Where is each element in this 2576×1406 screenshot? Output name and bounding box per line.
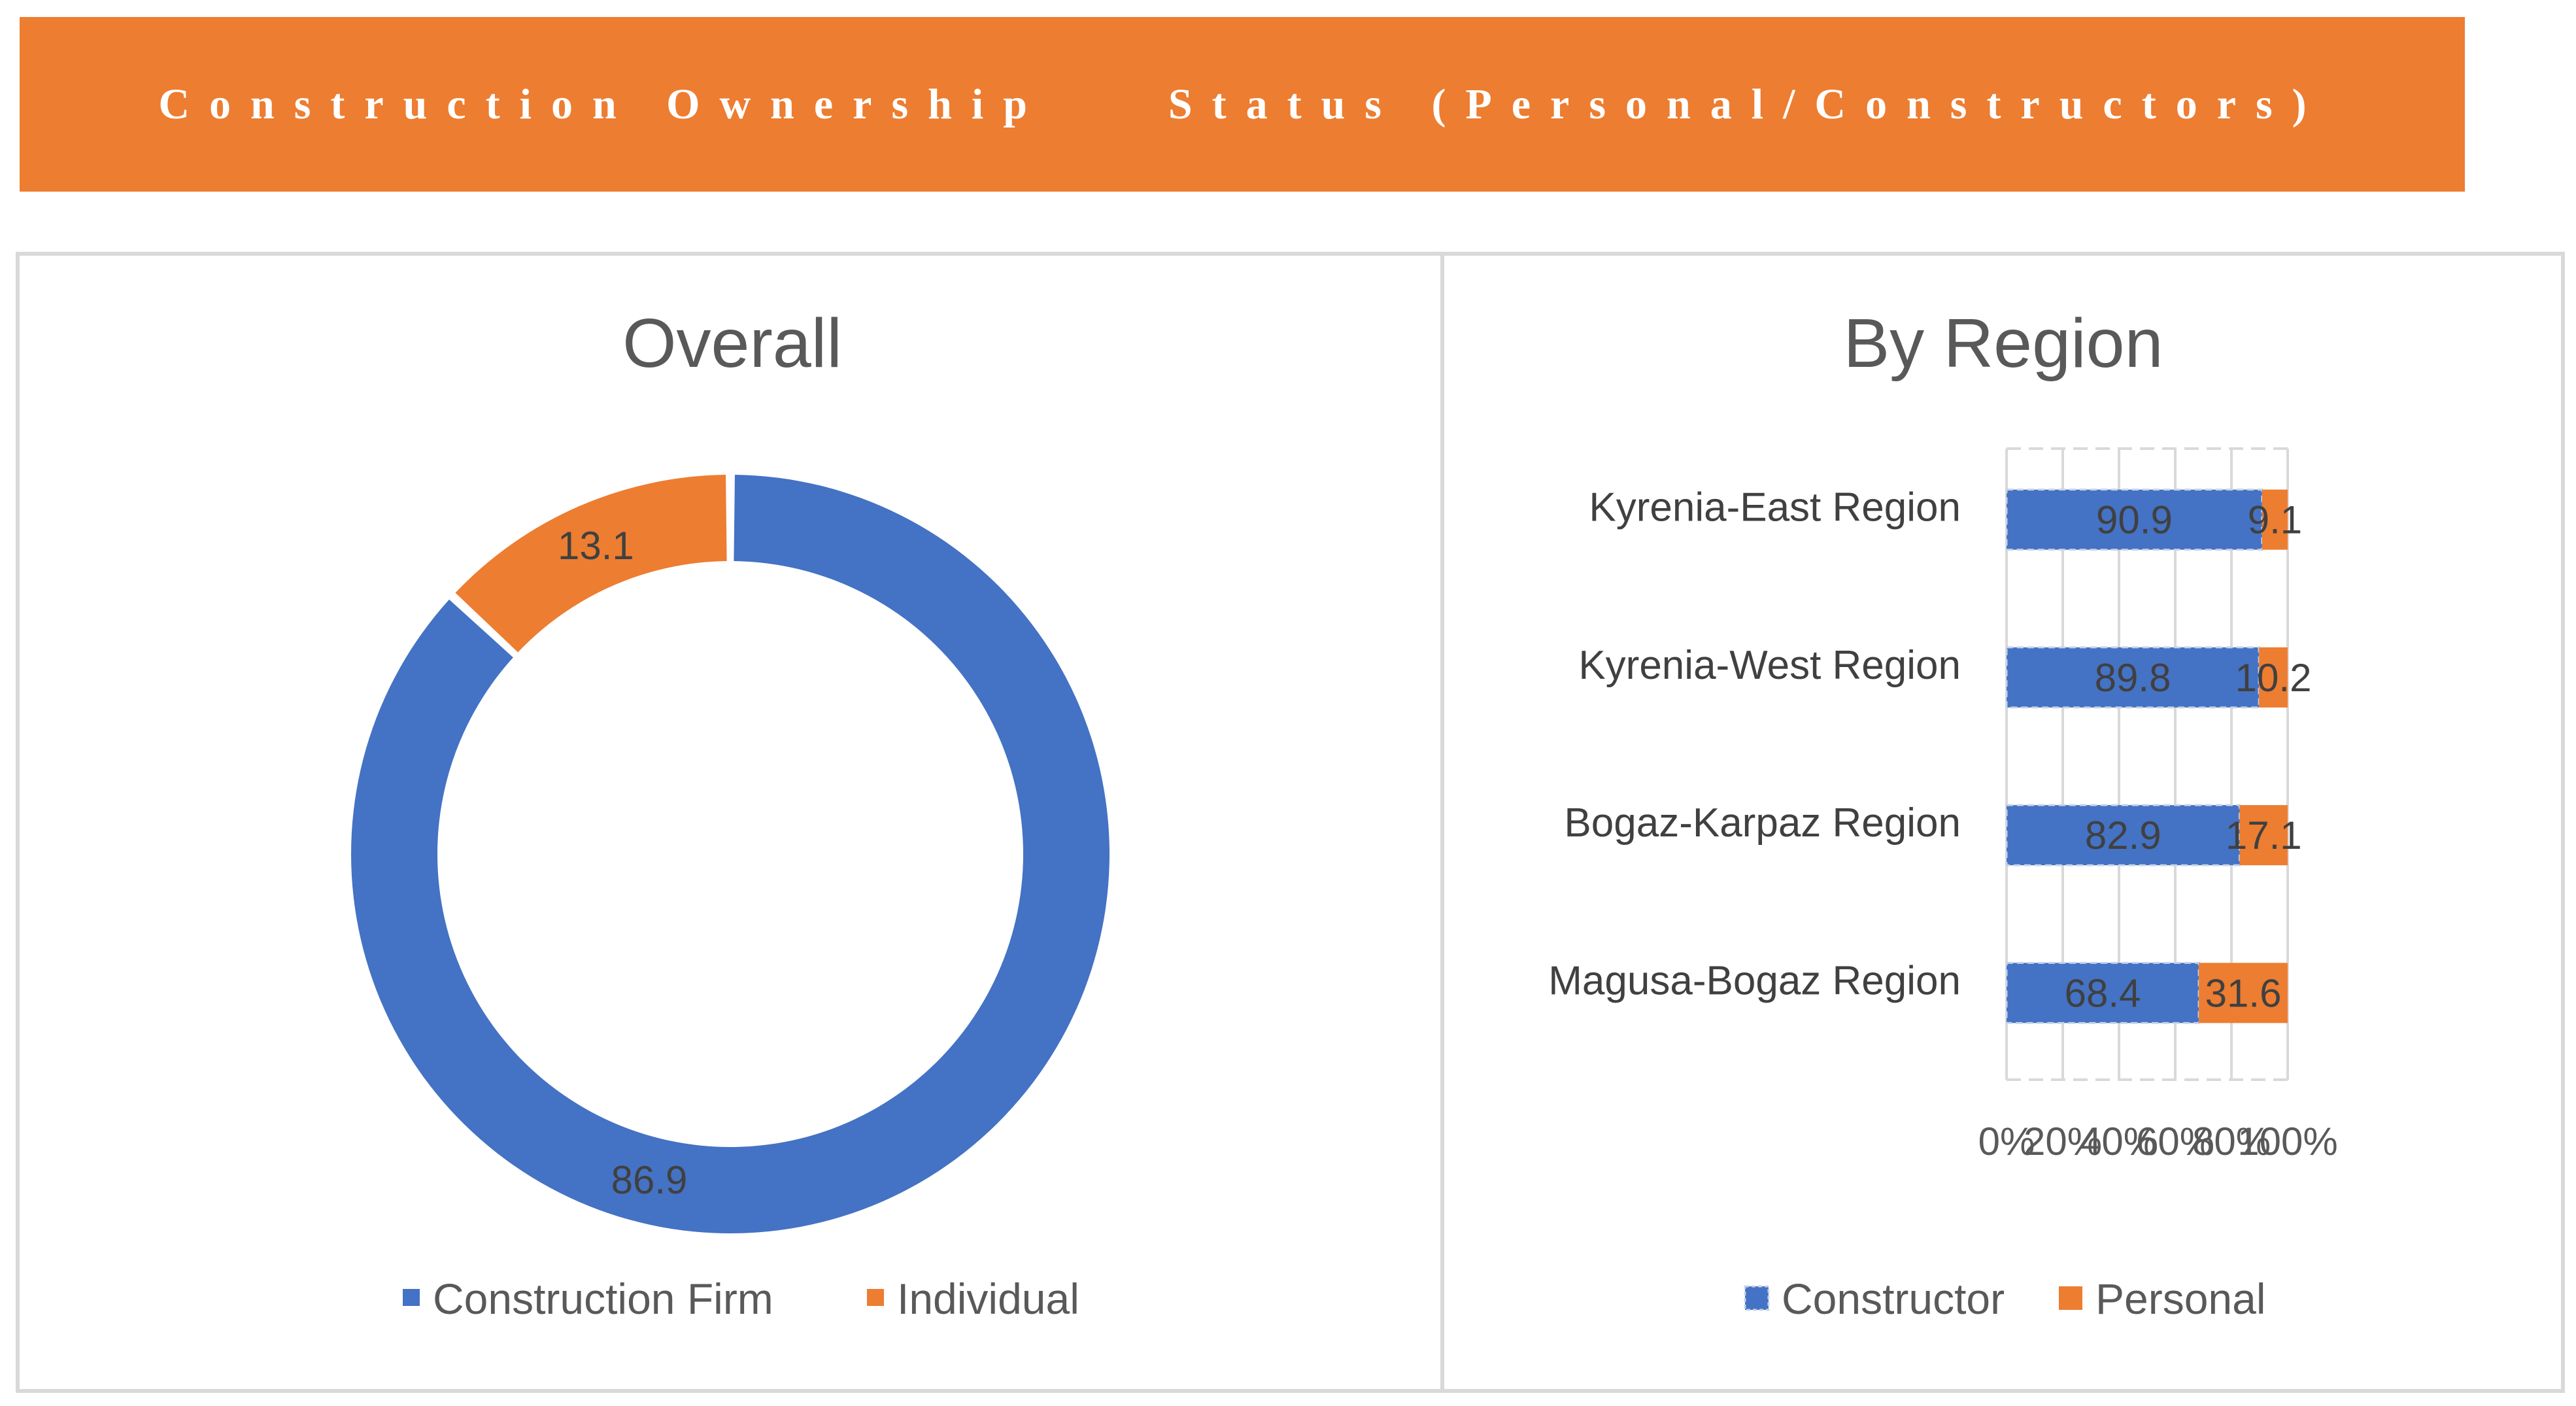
legend-swatch	[1744, 1285, 1770, 1311]
bar-personal-3	[2199, 963, 2288, 1023]
bar-data-label: 17.1	[2226, 814, 2302, 857]
title-banner: Construction Ownership Status (Personal/…	[20, 17, 2465, 192]
overall-doughnut-chart: Overall 86.9 13.1 Construction Firm Indivi…	[351, 305, 1110, 1323]
bar-data-label: 9.1	[2248, 498, 2302, 542]
legend-swatch	[2059, 1286, 2082, 1310]
category-label: Kyrenia-East Region	[1589, 485, 1961, 530]
bar-constructor-2	[2005, 804, 2241, 866]
bar-data-label: 31.6	[2205, 971, 2282, 1015]
x-tick-label: 0%	[1978, 1120, 2035, 1163]
x-tick-label: 40%	[2080, 1120, 2158, 1163]
category-label: Kyrenia-West Region	[1578, 643, 1961, 688]
banner-title: Construction Ownership Status (Personal/…	[158, 80, 2326, 128]
bar-personal-2	[2239, 805, 2288, 866]
region-chart-panel: By Region 90.9 9.1 89.8 10.2 82.9 17.1 68.4 31.…	[1440, 252, 2565, 1393]
x-tick-label: 20%	[2024, 1120, 2102, 1163]
overall-chart-title: Overall	[622, 305, 842, 382]
doughnut-slice-individual	[455, 475, 727, 653]
legend-label: Construction Firm	[433, 1275, 773, 1323]
doughnut-data-label: 13.1	[558, 524, 634, 568]
overall-chart-panel: Overall 86.9 13.1 Construction Firm Indivi…	[16, 252, 1444, 1393]
region-chart-title: By Region	[1843, 305, 2163, 382]
legend-swatch	[403, 1289, 420, 1306]
region-bar-chart: By Region 90.9 9.1 89.8 10.2 82.9 17.1 68.4 31.…	[1548, 305, 2337, 1323]
bar-data-label: 10.2	[2235, 656, 2312, 700]
legend-swatch	[867, 1289, 884, 1306]
bar-data-label: 89.8	[2095, 656, 2171, 700]
bar-data-label: 82.9	[2085, 814, 2161, 857]
category-label: Magusa-Bogaz Region	[1548, 958, 1961, 1003]
legend-label: Personal	[2095, 1275, 2266, 1323]
bar-constructor-3	[2005, 961, 2200, 1024]
x-tick-label: 80%	[2192, 1120, 2271, 1163]
legend-label: Individual	[897, 1275, 1079, 1323]
legend-label: Constructor	[1782, 1275, 2005, 1323]
doughnut-data-label: 86.9	[611, 1158, 688, 1202]
bar-constructor-1	[2005, 646, 2260, 709]
bar-personal-1	[2259, 647, 2288, 708]
x-tick-label: 100%	[2237, 1120, 2337, 1163]
bar-data-label: 68.4	[2065, 971, 2141, 1015]
bar-data-label: 90.9	[2096, 498, 2173, 542]
bar-personal-0	[2262, 489, 2288, 550]
x-tick-label: 60%	[2136, 1120, 2214, 1163]
category-label: Bogaz-Karpaz Region	[1564, 800, 1961, 846]
